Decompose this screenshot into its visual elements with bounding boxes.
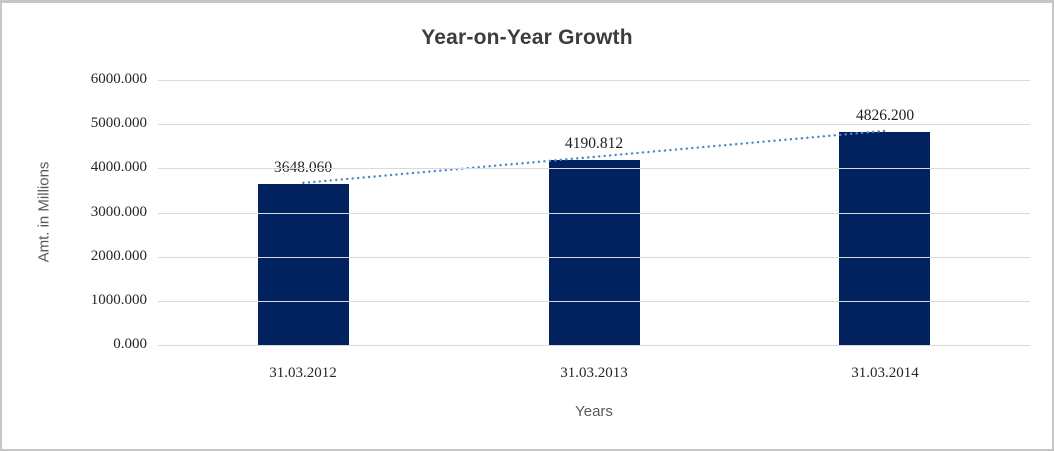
data-label: 4826.200 [855, 107, 915, 124]
gridline [158, 168, 1030, 169]
gridline [158, 345, 1030, 346]
x-tick-label: 31.03.2013 [560, 365, 628, 381]
plot-area: 3648.060 4190.812 4826.200 [158, 80, 1030, 345]
y-tick-label: 2000.000 [90, 248, 147, 264]
gridline [158, 213, 1030, 214]
y-tick-label: 5000.000 [90, 115, 147, 131]
bar [839, 132, 930, 345]
trendline [302, 129, 886, 185]
x-tick-label: 31.03.2014 [851, 365, 919, 381]
y-tick-label: 0.000 [113, 336, 147, 352]
data-label: 4190.812 [564, 135, 624, 152]
bar [258, 184, 349, 345]
gridline [158, 301, 1030, 302]
chart-title: Year-on-Year Growth [421, 26, 633, 49]
x-tick-label: 31.03.2012 [269, 365, 337, 381]
x-axis-title: Years [575, 403, 613, 420]
gridline [158, 257, 1030, 258]
bar [549, 160, 640, 345]
gridline [158, 80, 1030, 81]
gridline [158, 124, 1030, 125]
y-tick-label: 6000.000 [90, 71, 147, 87]
y-axis-title: Amt. in Millions [35, 161, 53, 263]
y-tick-label: 4000.000 [90, 159, 147, 175]
y-tick-label: 3000.000 [90, 204, 147, 220]
y-tick-label: 1000.000 [90, 292, 147, 308]
data-label: 3648.060 [273, 159, 333, 176]
